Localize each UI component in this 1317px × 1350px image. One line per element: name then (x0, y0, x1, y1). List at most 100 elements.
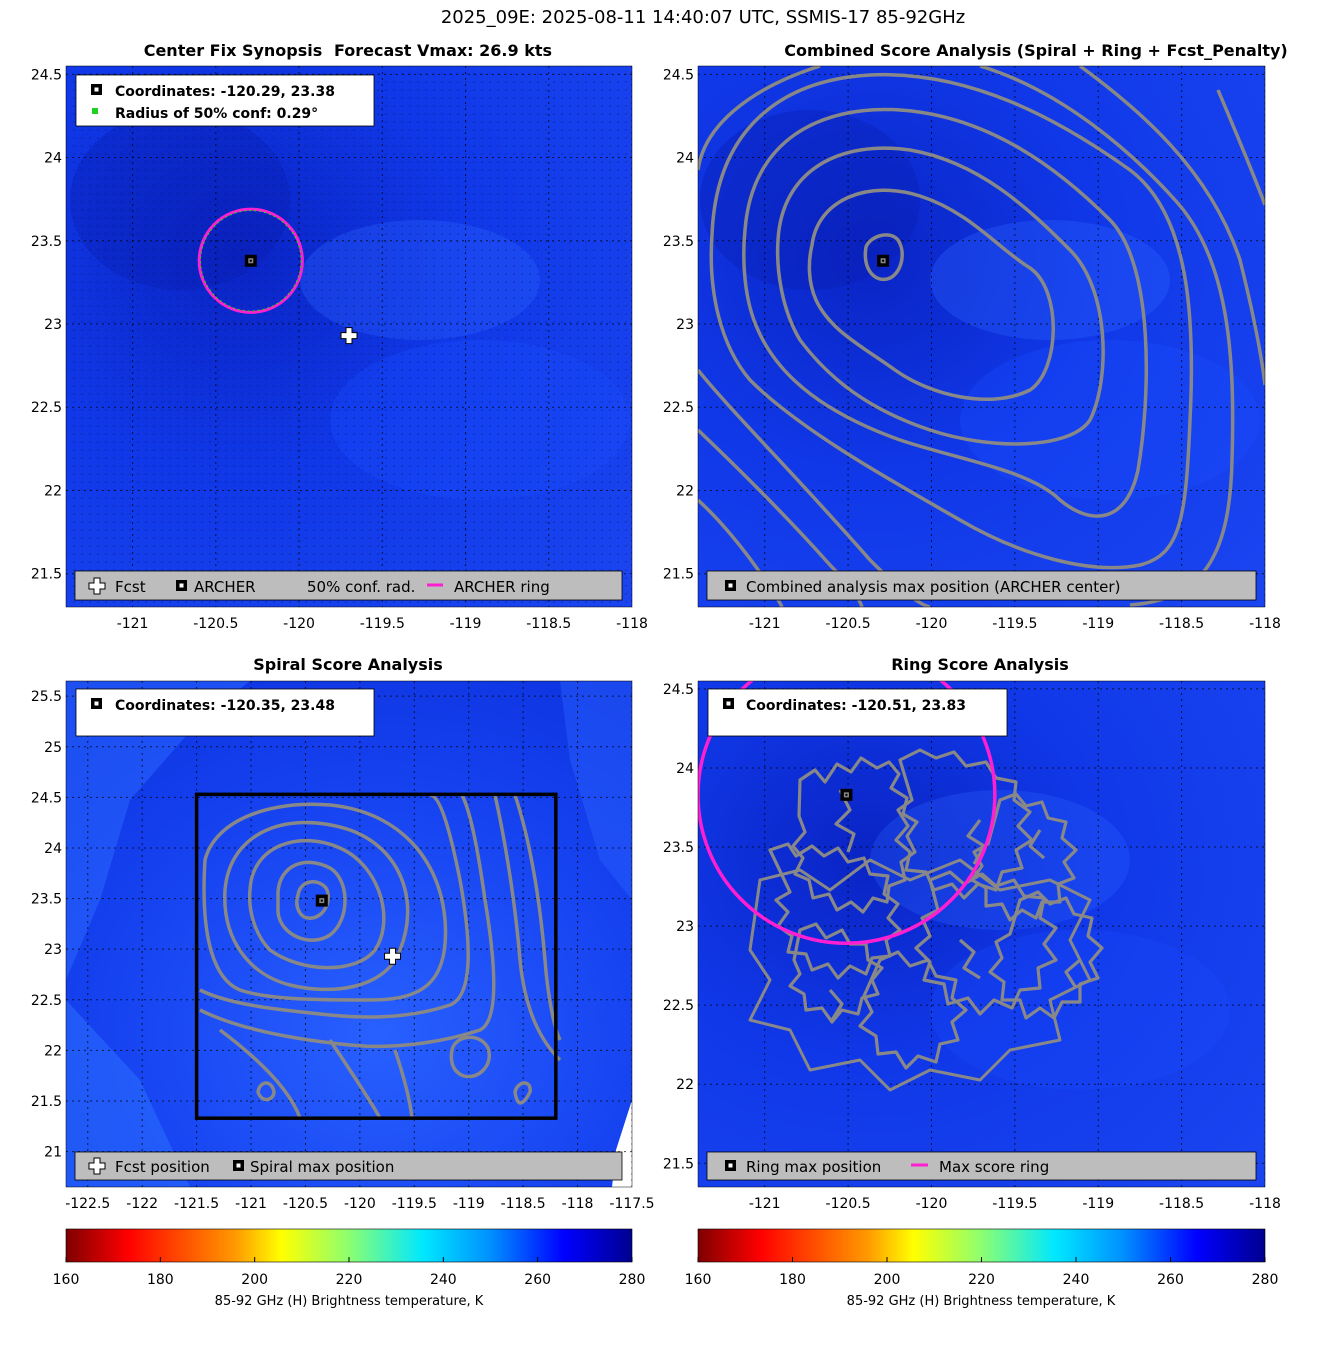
ring-max-score-ring (698, 681, 997, 945)
colorbar-right-gradient (697, 1228, 1266, 1263)
synopsis-archer-square-core (249, 259, 252, 262)
ring-coords-text: Coordinates: -120.51, 23.83 (746, 698, 966, 714)
combined-ytick-label: 23.5 (663, 234, 694, 250)
spiral-max-marker (315, 894, 328, 907)
ring-xtick-label: -119.5 (992, 1196, 1037, 1212)
ring-max-square-core (845, 793, 848, 796)
synopsis-xtick-label: -121 (117, 616, 149, 632)
ring-ticks: -121 -120.5 -120 -119.5 -119 -118.5 -118 21.5 22… (663, 682, 1281, 1212)
spiral-xtick-label: -120.5 (283, 1196, 328, 1212)
combined-title: Combined Score Analysis (Spiral + Ring +… (784, 41, 1287, 60)
ring-ytick-label: 23.5 (663, 840, 694, 856)
spiral-fcst-plus (384, 947, 402, 965)
ring-ytick-label: 22.5 (663, 998, 694, 1014)
ring-ytick-label: 24.5 (663, 682, 694, 698)
synopsis-xtick-label: -118.5 (526, 616, 571, 632)
combined-legend-text: Combined analysis max position (ARCHER c… (746, 578, 1120, 596)
combined-legend (706, 570, 1257, 601)
spiral-ticks: -122.5 -122 -121.5 -121 -120.5 -120 -119.5 -119… (31, 689, 655, 1212)
ring-max-marker (840, 788, 853, 801)
ring-contour-4 (914, 870, 1058, 1016)
spiral-legend-max: Spiral max position (250, 1158, 394, 1176)
ring-xtick-label: -119 (1082, 1196, 1114, 1212)
synopsis-xtick-label: -120 (283, 616, 315, 632)
ring-xtick-label: -120 (916, 1196, 948, 1212)
synopsis-coords-text: Coordinates: -120.29, 23.38 (115, 84, 335, 100)
combined-xtick-label: -118 (1249, 616, 1281, 632)
spiral-contour-4 (223, 820, 410, 992)
synopsis-legend-archer: ARCHER (194, 578, 256, 596)
ring-legend-max: Ring max position (746, 1158, 881, 1176)
cbticksR-tick-label: 180 (779, 1272, 806, 1288)
cbticksL-tick-label: 240 (430, 1272, 457, 1288)
combined-ytick-label: 22.5 (663, 400, 694, 416)
combined-xtick-label: -120.5 (826, 616, 871, 632)
cbticksL-tick-label: 200 (241, 1272, 268, 1288)
combined-contour-5 (709, 72, 1194, 570)
ring-xtick-label: -118 (1249, 1196, 1281, 1212)
spiral-contour-6 (199, 793, 470, 1019)
cbticksL-tick-label: 180 (147, 1272, 174, 1288)
ring-heatmap (698, 681, 1265, 1187)
combined-xtick-label: -121 (749, 616, 781, 632)
synopsis-legend (74, 570, 623, 601)
spiral-contours (199, 793, 562, 1119)
combined-axes-frame (697, 65, 1266, 608)
synopsis-legend-fcst: Fcst (115, 578, 146, 596)
colorbar-left: 160 180 200 220 240 260 280 85-92 GHz (H) Brig… (53, 1228, 646, 1309)
ring-contour-6 (988, 890, 1104, 1020)
spiral-fcst-marker (384, 947, 402, 965)
ring-ytick-label: 23 (676, 919, 694, 935)
ring-contours (748, 748, 1104, 1092)
combined-heatmap (698, 66, 1265, 607)
spiral-legend (74, 1151, 623, 1181)
cbticksL-tick-label: 220 (336, 1272, 363, 1288)
ring-xtick-label: -121 (749, 1196, 781, 1212)
cbticksR-tick-label: 260 (1157, 1272, 1184, 1288)
synopsis-conf-circle (199, 209, 302, 312)
synopsis-fcst-plus (340, 327, 358, 345)
ring-info-box (707, 688, 1008, 737)
colorbar-left-gradient (65, 1228, 633, 1263)
spiral-ytick-label: 24.5 (31, 790, 62, 806)
spiral-contour-2 (276, 860, 347, 942)
ring-contour-10 (828, 789, 1082, 1021)
cbticksL-tick-label: 260 (524, 1272, 551, 1288)
spiral-ytick-label: 21 (44, 1145, 62, 1161)
spiral-info-box (75, 688, 375, 737)
spiral-contour-5 (202, 802, 448, 1002)
combined-xtick-label: -119 (1082, 616, 1114, 632)
cbticksR-tick-label: 220 (968, 1272, 995, 1288)
synopsis-xtick-label: -118 (616, 616, 648, 632)
synopsis-ytick-label: 22.5 (31, 400, 62, 416)
panel-ring: Ring Score Analysis -121 -120.5 -120 -119.5… (663, 655, 1281, 1212)
ring-contour-8 (858, 950, 968, 1070)
synopsis-title-right: Forecast Vmax: 26.9 kts (334, 41, 552, 60)
spiral-xtick-label: -119 (453, 1196, 485, 1212)
combined-ytick-label: 21.5 (663, 567, 694, 583)
panel-synopsis: Center Fix Synopsis Forecast Vmax: 26.9 … (31, 41, 648, 632)
synopsis-xtick-label: -119.5 (360, 616, 405, 632)
ring-legend (706, 1151, 1257, 1181)
cbticksR-tick-label: 240 (1063, 1272, 1090, 1288)
combined-ytick-label: 24.5 (663, 67, 694, 83)
ring-title: Ring Score Analysis (891, 655, 1069, 674)
synopsis-gridlines (66, 66, 632, 607)
spiral-max-square-core (320, 899, 323, 902)
cbticksL-tick-label: 280 (619, 1272, 646, 1288)
spiral-xtick-label: -121 (235, 1196, 267, 1212)
spiral-ytick-label: 24 (44, 841, 62, 857)
combined-contour-2 (807, 188, 1055, 401)
ring-axes-frame (697, 680, 1266, 1188)
synopsis-xtick-label: -119 (450, 616, 482, 632)
colorbar-right: 160 180 200 220 240 260 280 85-92 GHz (H) Brig… (685, 1228, 1278, 1309)
spiral-contour-8 (218, 794, 562, 1119)
ring-xtick-label: -120.5 (826, 1196, 871, 1212)
synopsis-archer-ring (197, 207, 304, 314)
panel-spiral: Spiral Score Analysis (31, 655, 655, 1212)
synopsis-title-left: Center Fix Synopsis (144, 41, 323, 60)
spiral-xtick-label: -117.5 (609, 1196, 654, 1212)
spiral-ytick-label: 21.5 (31, 1094, 62, 1110)
spiral-title: Spiral Score Analysis (253, 655, 443, 674)
